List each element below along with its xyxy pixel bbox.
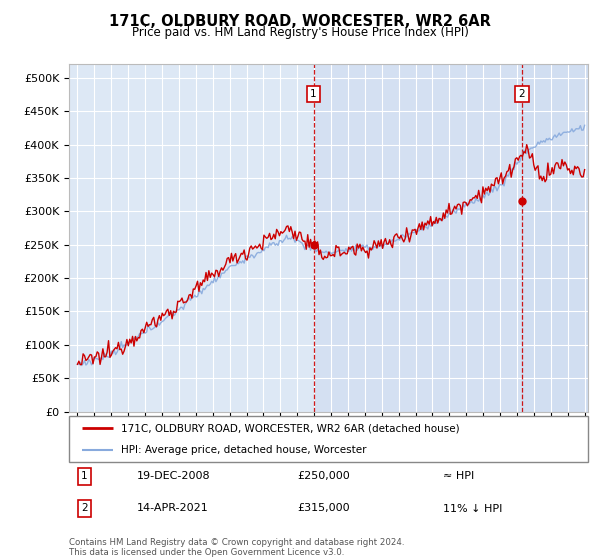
Text: ≈ HPI: ≈ HPI	[443, 472, 474, 482]
Text: 1: 1	[310, 89, 317, 99]
Text: 171C, OLDBURY ROAD, WORCESTER, WR2 6AR (detached house): 171C, OLDBURY ROAD, WORCESTER, WR2 6AR (…	[121, 423, 460, 433]
Text: Price paid vs. HM Land Registry's House Price Index (HPI): Price paid vs. HM Land Registry's House …	[131, 26, 469, 39]
Text: 11% ↓ HPI: 11% ↓ HPI	[443, 503, 502, 514]
Text: 2: 2	[81, 503, 88, 514]
Text: 14-APR-2021: 14-APR-2021	[136, 503, 208, 514]
Bar	[314, 64, 588, 412]
Text: £250,000: £250,000	[298, 472, 350, 482]
Text: Contains HM Land Registry data © Crown copyright and database right 2024.
This d: Contains HM Land Registry data © Crown c…	[69, 538, 404, 557]
FancyBboxPatch shape	[69, 416, 588, 462]
Text: 19-DEC-2008: 19-DEC-2008	[136, 472, 210, 482]
Text: 171C, OLDBURY ROAD, WORCESTER, WR2 6AR: 171C, OLDBURY ROAD, WORCESTER, WR2 6AR	[109, 14, 491, 29]
Text: HPI: Average price, detached house, Worcester: HPI: Average price, detached house, Worc…	[121, 445, 367, 455]
Text: 1: 1	[81, 472, 88, 482]
Text: 2: 2	[518, 89, 525, 99]
Bar	[522, 64, 588, 412]
Text: £315,000: £315,000	[298, 503, 350, 514]
